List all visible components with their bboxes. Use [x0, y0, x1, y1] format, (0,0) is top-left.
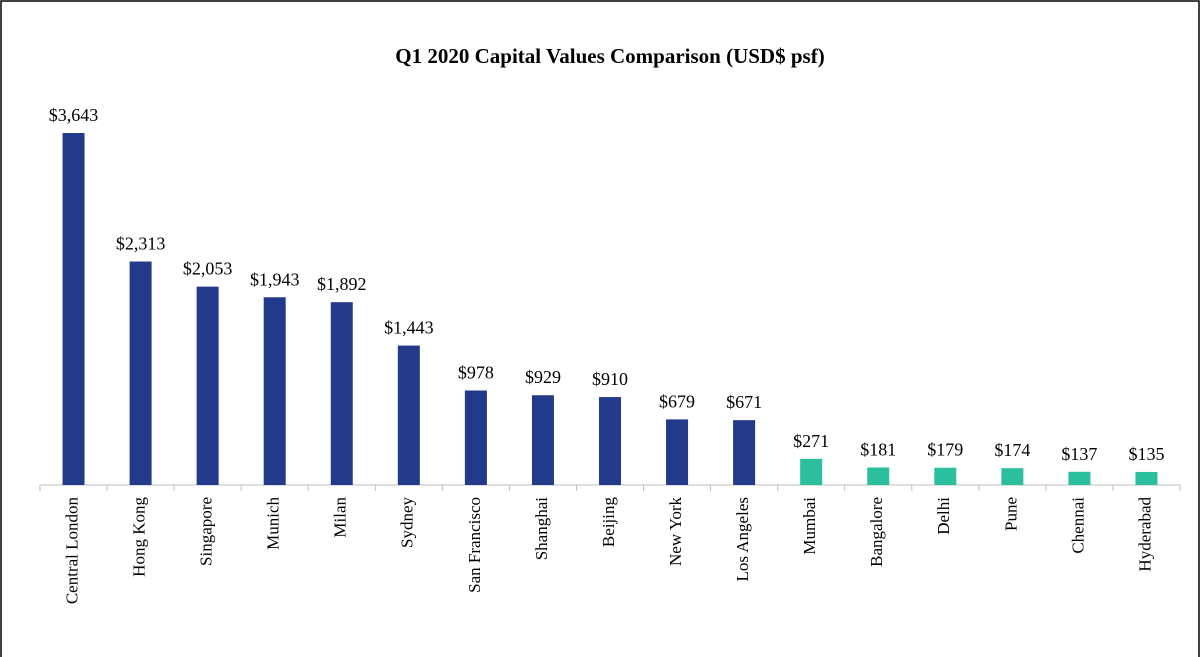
x-tick-label: Bangalore: [867, 497, 886, 567]
data-label: $671: [726, 392, 762, 412]
x-tick-label: Pune: [1001, 497, 1020, 531]
bar: [800, 458, 823, 485]
x-tick-label: Singapore: [197, 497, 216, 566]
bar: [1068, 471, 1091, 485]
data-label: $3,643: [49, 105, 99, 125]
chart-title: Q1 2020 Capital Values Comparison (USD$ …: [395, 44, 824, 68]
x-tick-label: San Francisco: [465, 497, 484, 593]
bar: [531, 395, 554, 485]
bar: [129, 261, 152, 485]
data-label: $179: [927, 440, 963, 460]
data-label: $137: [1061, 444, 1097, 464]
bar: [62, 133, 85, 485]
bar: [1001, 468, 1024, 485]
x-tick-label: Mumbai: [800, 497, 819, 555]
bar: [733, 420, 756, 485]
data-label: $271: [793, 431, 829, 451]
x-tick-label: Munich: [264, 497, 283, 550]
x-tick-label: Hyderabad: [1135, 497, 1154, 572]
x-tick-label: Delhi: [934, 497, 953, 535]
data-label: $174: [994, 440, 1030, 460]
bar: [330, 302, 353, 485]
x-tick-label: Sydney: [398, 497, 417, 549]
data-label: $978: [458, 363, 494, 383]
bar: [464, 390, 487, 485]
data-label: $1,943: [250, 269, 300, 289]
data-label: $2,053: [183, 259, 233, 279]
x-tick-label: Hong Kong: [129, 497, 148, 577]
x-tick-label: New York: [666, 497, 685, 566]
bar: [934, 467, 957, 485]
data-label: $2,313: [116, 234, 166, 254]
data-label: $679: [659, 391, 695, 411]
data-label: $910: [592, 369, 628, 389]
x-tick-label: Beijing: [599, 497, 618, 548]
bar: [263, 297, 286, 485]
x-tick-label: Milan: [331, 497, 350, 538]
bar: [1135, 471, 1158, 485]
bar: [397, 345, 420, 485]
data-label: $181: [860, 440, 896, 460]
bar: [867, 467, 890, 485]
data-label: $1,443: [384, 318, 434, 338]
x-tick-label: Chennai: [1068, 497, 1087, 554]
bar: [599, 397, 621, 485]
x-tick-label: Shanghai: [532, 497, 551, 561]
x-tick-label: Central London: [62, 497, 81, 605]
data-label: $1,892: [317, 274, 367, 294]
x-tick-label: Los Angeles: [733, 497, 752, 582]
bar: [196, 286, 219, 485]
bar: [666, 419, 689, 485]
data-label: $929: [525, 367, 561, 387]
data-label: $135: [1128, 444, 1164, 464]
